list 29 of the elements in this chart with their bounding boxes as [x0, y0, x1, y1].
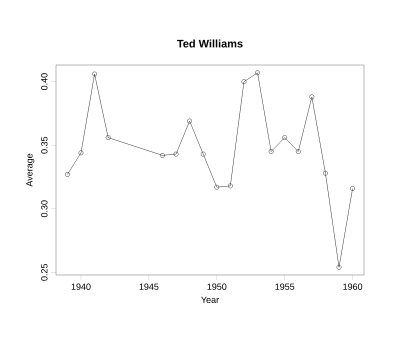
point [296, 149, 301, 154]
point [282, 135, 288, 140]
x-tick-label: 1960 [343, 284, 362, 290]
point [323, 170, 328, 176]
point [174, 152, 178, 156]
point [242, 79, 246, 84]
point [78, 150, 84, 156]
y-tick-label: 0.35 [41, 136, 48, 154]
point [255, 70, 260, 76]
point [228, 183, 233, 188]
y-axis-title: Average [26, 154, 34, 187]
x-tick-label: 1945 [140, 284, 158, 290]
x-tick-label: 1940 [72, 284, 91, 290]
point [214, 184, 220, 190]
point [336, 264, 342, 270]
x-tick-label: 1955 [275, 284, 294, 290]
point [160, 152, 165, 158]
point [187, 118, 192, 124]
point [106, 135, 111, 140]
y-tick-label: 0.30 [41, 200, 48, 218]
point [200, 152, 206, 156]
x-axis-title: Year [201, 296, 219, 303]
x-tick-label: 1950 [208, 284, 226, 290]
point [309, 94, 314, 100]
y-tick-label: 0.40 [41, 73, 48, 90]
chart-title: Ted Williams [177, 39, 243, 48]
point [268, 149, 274, 154]
point [92, 72, 97, 76]
y-tick-label: 0.25 [41, 264, 48, 281]
